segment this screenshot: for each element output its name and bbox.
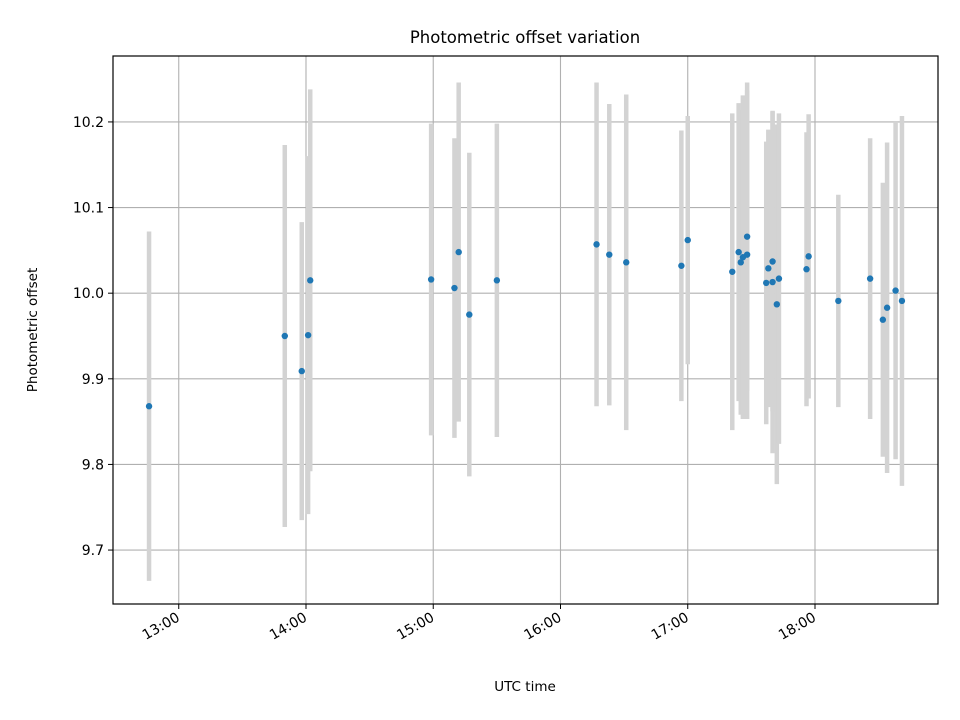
x-axis-label: UTC time — [494, 679, 556, 695]
data-point — [898, 297, 906, 305]
grid — [113, 56, 938, 604]
x-tick-label: 15:00 — [394, 610, 437, 644]
y-axis-label: Photometric offset — [25, 268, 41, 392]
data-point — [765, 265, 772, 272]
data-point — [773, 301, 781, 308]
data-point — [684, 236, 691, 244]
data-point — [281, 332, 288, 340]
y-ticks: 9.7 9.8 9.9 10.0 10.1 10.2 — [73, 115, 113, 559]
data-point — [455, 248, 462, 256]
data-point — [805, 253, 812, 260]
x-tick-label: 18:00 — [776, 610, 819, 644]
data-point — [606, 251, 613, 258]
data-point — [145, 403, 153, 410]
data-point — [743, 251, 751, 258]
y-tick-label: 9.7 — [82, 543, 104, 559]
data-point — [769, 278, 776, 286]
data-point — [623, 259, 630, 266]
y-tick-label: 10.0 — [73, 286, 104, 302]
data-point — [803, 266, 810, 273]
plot-frame — [112, 55, 939, 605]
data-point — [466, 311, 473, 318]
errorbars — [146, 82, 905, 581]
data-point — [307, 277, 314, 284]
data-point — [775, 275, 783, 282]
data-point — [678, 262, 685, 269]
data-point — [769, 258, 776, 265]
y-tick-label: 9.8 — [82, 457, 104, 473]
x-tick-label: 14:00 — [267, 610, 310, 644]
data-point — [593, 241, 600, 248]
data-point — [835, 297, 842, 305]
data-point — [427, 276, 435, 283]
x-ticks: 13:00 14:00 15:00 16:00 17:00 18:00 — [140, 604, 819, 644]
data-point — [304, 331, 312, 339]
data-point — [892, 287, 899, 294]
data-point — [735, 248, 742, 256]
data-point — [866, 275, 874, 282]
y-tick-label: 9.9 — [82, 372, 104, 388]
data-point — [737, 259, 744, 266]
y-tick-label: 10.1 — [73, 201, 104, 217]
data-point — [883, 304, 891, 311]
data-point — [493, 277, 501, 284]
y-tick-label: 10.2 — [73, 115, 104, 131]
data-point — [743, 233, 751, 240]
data-points — [145, 233, 906, 410]
x-tick-label: 17:00 — [649, 610, 692, 644]
chart-title: Photometric offset variation — [410, 28, 640, 47]
data-point — [729, 268, 736, 275]
data-point — [879, 316, 887, 323]
data-point — [763, 279, 770, 287]
x-tick-label: 13:00 — [140, 610, 183, 644]
data-point — [298, 367, 305, 375]
x-tick-label: 16:00 — [522, 610, 565, 644]
data-point — [451, 284, 458, 292]
